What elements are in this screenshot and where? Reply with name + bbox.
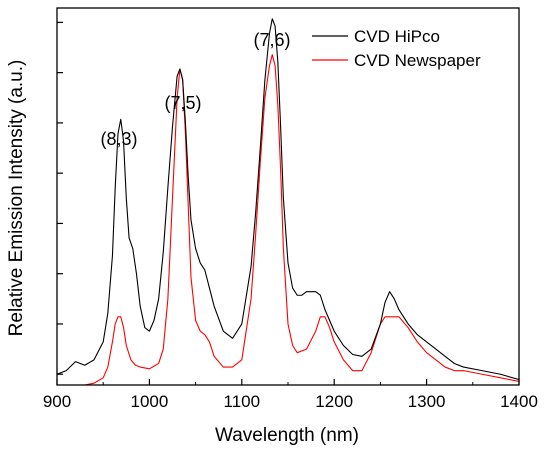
annotation-8-3: (8,3): [100, 129, 137, 149]
peak-annotations: (8,3) (7,5) (7,6): [100, 30, 290, 149]
x-tick-label-1400: 1400: [500, 392, 538, 411]
series-line-0: [57, 18, 519, 381]
series-line-1: [81, 54, 519, 385]
y-axis-title: Relative Emission Intensity (a.u.): [6, 60, 27, 337]
series-layer: [57, 18, 519, 385]
legend-label-newspaper: CVD Newspaper: [354, 51, 481, 70]
plot-frame: [56, 7, 520, 386]
legend: CVD HiPco CVD Newspaper: [312, 27, 481, 70]
x-tick-label-1200: 1200: [315, 392, 353, 411]
annotation-7-6: (7,6): [253, 30, 290, 50]
x-axis-title: Wavelength (nm): [215, 425, 359, 446]
annotation-7-5: (7,5): [164, 93, 201, 113]
tick-labels: 900 1000 1100 1200 1300 1400: [43, 392, 538, 411]
x-tick-label-900: 900: [43, 392, 71, 411]
legend-label-hipco: CVD HiPco: [354, 27, 440, 46]
x-tick-label-1100: 1100: [224, 392, 261, 411]
x-tick-label-1300: 1300: [408, 392, 446, 411]
x-tick-label-1000: 1000: [130, 392, 168, 411]
